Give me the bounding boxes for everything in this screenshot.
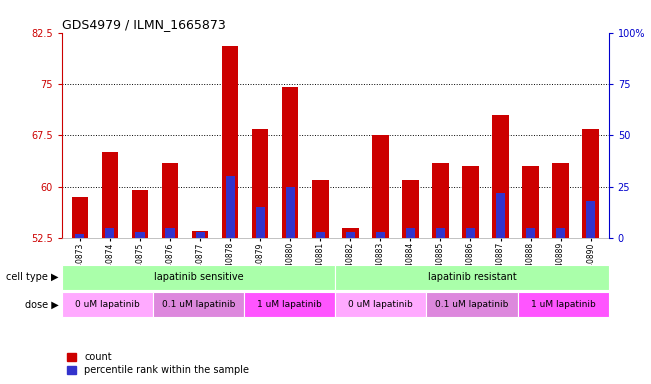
Bar [195,232,204,238]
Bar [492,115,509,238]
Bar [466,228,475,238]
Bar [402,180,419,238]
Text: lapatinib resistant: lapatinib resistant [428,272,516,283]
Bar [436,228,445,238]
Bar [522,166,539,238]
Text: 0.1 uM lapatinib: 0.1 uM lapatinib [162,300,235,309]
Bar [372,135,389,238]
Bar [72,197,88,238]
Bar [406,228,415,238]
Bar [462,166,478,238]
Bar [135,232,145,238]
Bar [496,193,505,238]
FancyBboxPatch shape [426,292,518,317]
Text: dose ▶: dose ▶ [25,299,59,310]
Bar [252,129,268,238]
Bar [222,46,238,238]
Bar [346,232,355,238]
Text: lapatinib sensitive: lapatinib sensitive [154,272,243,283]
FancyBboxPatch shape [244,292,335,317]
Bar [192,231,208,238]
Text: GDS4979 / ILMN_1665873: GDS4979 / ILMN_1665873 [62,18,226,31]
Bar [256,207,265,238]
Bar [132,190,148,238]
FancyBboxPatch shape [62,265,335,290]
FancyBboxPatch shape [62,292,153,317]
Bar [586,201,595,238]
Text: 0 uM lapatinib: 0 uM lapatinib [75,300,140,309]
Bar [583,129,599,238]
FancyBboxPatch shape [335,265,609,290]
Bar [526,228,535,238]
Bar [556,228,565,238]
Bar [432,163,449,238]
Bar [316,232,325,238]
FancyBboxPatch shape [153,292,244,317]
Bar [552,163,569,238]
Bar [76,234,85,238]
Bar [165,228,174,238]
Legend: count, percentile rank within the sample: count, percentile rank within the sample [66,353,249,375]
Bar [312,180,329,238]
Bar [282,88,298,238]
Text: 0.1 uM lapatinib: 0.1 uM lapatinib [436,300,508,309]
Bar [286,187,295,238]
Bar [161,163,178,238]
Bar [376,232,385,238]
Text: 0 uM lapatinib: 0 uM lapatinib [348,300,413,309]
Bar [102,152,118,238]
Text: 1 uM lapatinib: 1 uM lapatinib [531,300,596,309]
FancyBboxPatch shape [335,292,426,317]
Bar [342,228,359,238]
Text: 1 uM lapatinib: 1 uM lapatinib [257,300,322,309]
Text: cell type ▶: cell type ▶ [6,272,59,283]
FancyBboxPatch shape [518,292,609,317]
Bar [225,176,234,238]
Bar [105,228,115,238]
